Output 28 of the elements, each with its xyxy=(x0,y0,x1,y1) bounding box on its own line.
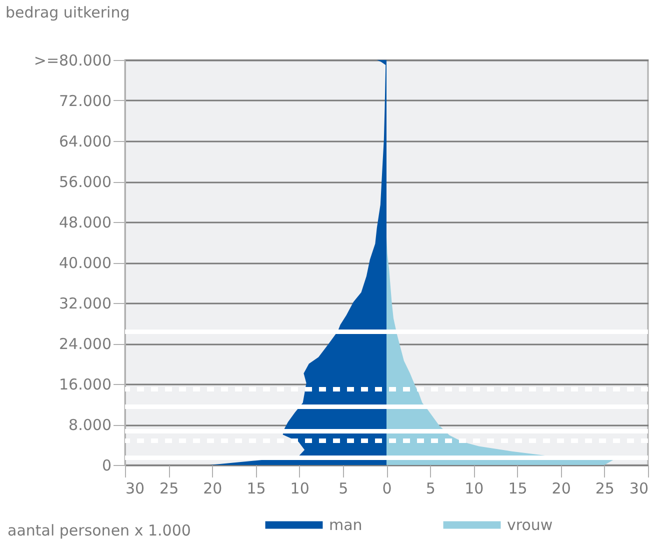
y-tick-label: 64.000 xyxy=(59,132,112,150)
x-tick-label: 30 xyxy=(126,480,145,498)
y-tick-label: 40.000 xyxy=(59,254,112,272)
y-tick-label: 72.000 xyxy=(59,92,112,110)
y-tick-label: 48.000 xyxy=(59,214,112,232)
legend-label: vrouw xyxy=(507,516,553,534)
y-tick-label: 56.000 xyxy=(59,173,112,191)
y-tick-label: 8.000 xyxy=(68,416,112,434)
x-tick-label: 15 xyxy=(508,480,528,498)
x-axis-title: aantal personen x 1.000 xyxy=(8,522,191,540)
x-tick-label: 25 xyxy=(160,480,179,498)
y-tick-label: >=80.000 xyxy=(34,52,112,70)
x-tick-label: 10 xyxy=(290,480,310,498)
x-tick-label: 20 xyxy=(552,480,571,498)
x-tick-label: 25 xyxy=(595,480,614,498)
x-tick-label: 10 xyxy=(464,480,484,498)
x-tick-label: 30 xyxy=(629,480,648,498)
y-tick-label: 0 xyxy=(102,456,112,474)
x-tick-label: 20 xyxy=(203,480,222,498)
x-tick-label: 15 xyxy=(246,480,266,498)
x-tick-label: 5 xyxy=(426,480,436,498)
legend-label: man xyxy=(329,516,362,534)
y-tick-label: 24.000 xyxy=(59,335,112,353)
y-axis-title: bedrag uitkering xyxy=(6,4,130,22)
y-tick-label: 16.000 xyxy=(59,376,112,394)
x-tick-label: 5 xyxy=(338,480,348,498)
y-tick-label: 32.000 xyxy=(59,294,112,312)
x-tick-label: 0 xyxy=(382,480,392,498)
